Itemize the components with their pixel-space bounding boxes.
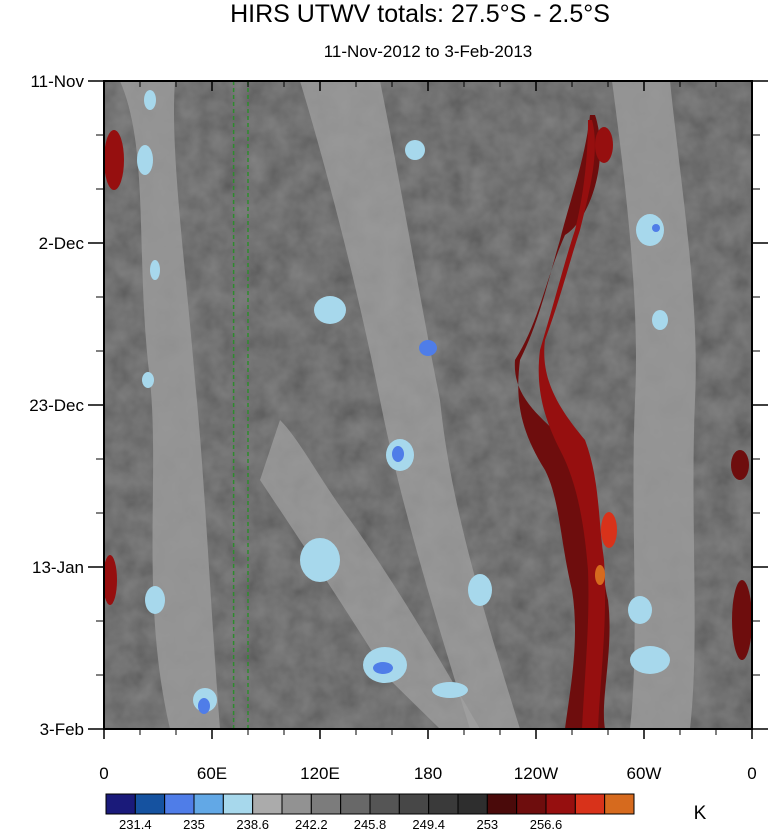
colorbar-swatch <box>428 793 459 815</box>
colorbar-swatch <box>604 793 635 815</box>
cold-spots <box>137 90 670 712</box>
warm-spot-7 <box>595 127 613 163</box>
cold-spot <box>652 310 668 330</box>
y-tick-label: 23-Dec <box>29 396 84 415</box>
warm-spot-4 <box>104 555 117 605</box>
x-tick-label: 180 <box>414 764 442 783</box>
colorbar-unit: K <box>694 803 707 824</box>
x-tick-label: 60E <box>197 764 227 783</box>
light-band-west <box>120 81 220 729</box>
red-band-core <box>538 120 606 729</box>
chart-subtitle: 11-Nov-2012 to 3-Feb-2013 <box>324 42 533 61</box>
x-tick-label: 120W <box>514 764 558 783</box>
cold-spot <box>137 145 153 175</box>
warm-spot-5 <box>732 580 752 660</box>
colorbar-swatch <box>252 793 283 815</box>
colorbar-label: 238.6 <box>236 817 269 830</box>
colorbar-swatch <box>281 793 312 815</box>
cold-spot <box>636 214 664 246</box>
colorbar-swatch <box>398 793 430 815</box>
colorbar-label: 249.4 <box>412 817 445 830</box>
colorbar-swatch <box>193 793 224 815</box>
warm-spot-6 <box>731 450 749 480</box>
warm-spot-1 <box>601 512 617 548</box>
colorbar-swatch <box>545 793 576 815</box>
cold-spot <box>150 260 160 280</box>
light-band-diagonal <box>260 420 480 729</box>
chart-title: HIRS UTWV totals: 27.5°S - 2.5°S <box>230 0 610 28</box>
colder-spots <box>198 224 660 714</box>
cold-spot <box>419 340 437 356</box>
warm-spot-3 <box>104 130 124 190</box>
colorbar-swatch <box>516 793 547 815</box>
cold-spot <box>373 662 393 674</box>
y-tick-label: 3-Feb <box>40 720 84 739</box>
colorbar-label: 253 <box>476 817 498 830</box>
light-band-central <box>300 81 520 729</box>
colorbar-swatch <box>164 793 195 815</box>
colorbar-label: 235 <box>183 817 205 830</box>
cold-spot <box>198 698 210 714</box>
colorbar-swatch <box>369 793 400 815</box>
cold-spot <box>652 224 660 232</box>
colorbar-swatch <box>134 793 166 815</box>
x-tick-label: 0 <box>747 764 756 783</box>
colorbar-swatch <box>340 793 371 815</box>
colorbar-swatch <box>486 793 518 815</box>
cold-spot <box>142 372 154 388</box>
cold-spot <box>628 596 652 624</box>
cold-spot <box>630 646 670 674</box>
cold-spot <box>144 90 156 110</box>
colorbar-swatch <box>310 793 342 815</box>
cold-spot <box>392 446 404 462</box>
cold-spot <box>432 682 468 698</box>
cold-spot <box>405 140 425 160</box>
y-tick-label: 2-Dec <box>39 234 85 253</box>
colorbar-label: 231.4 <box>119 817 152 830</box>
cold-spot <box>300 538 340 582</box>
dashed-reference-lines <box>232 81 249 729</box>
y-tick-label: 11-Nov <box>30 72 84 91</box>
warm-spot-2 <box>595 565 605 585</box>
x-tick-label: 120E <box>300 764 340 783</box>
y-axis: 11-Nov 2-Dec 23-Dec 13-Jan 3-Feb <box>29 72 768 739</box>
colorbar: 231.4 235 238.6 242.2 245.8 249.4 253 256.6 <box>105 793 635 830</box>
heatmap-area <box>104 81 752 729</box>
y-tick-label: 13-Jan <box>32 558 84 577</box>
colorbar-label: 242.2 <box>295 817 328 830</box>
red-band <box>514 115 610 729</box>
colorbar-swatch <box>457 793 488 815</box>
colorbar-label: 256.6 <box>530 817 563 830</box>
colorbar-swatch <box>222 793 254 815</box>
colorbar-swatch <box>105 793 136 815</box>
cold-spot <box>468 574 492 606</box>
x-tick-label: 0 <box>99 764 108 783</box>
colorbar-swatch <box>574 793 606 815</box>
colorbar-label: 245.8 <box>354 817 387 830</box>
light-band-east <box>612 81 696 729</box>
x-tick-label: 60W <box>627 764 662 783</box>
cold-spot <box>145 586 165 614</box>
cold-spot <box>314 296 346 324</box>
x-axis: 0 60E 120E 180 120W 60W 0 <box>99 81 757 783</box>
